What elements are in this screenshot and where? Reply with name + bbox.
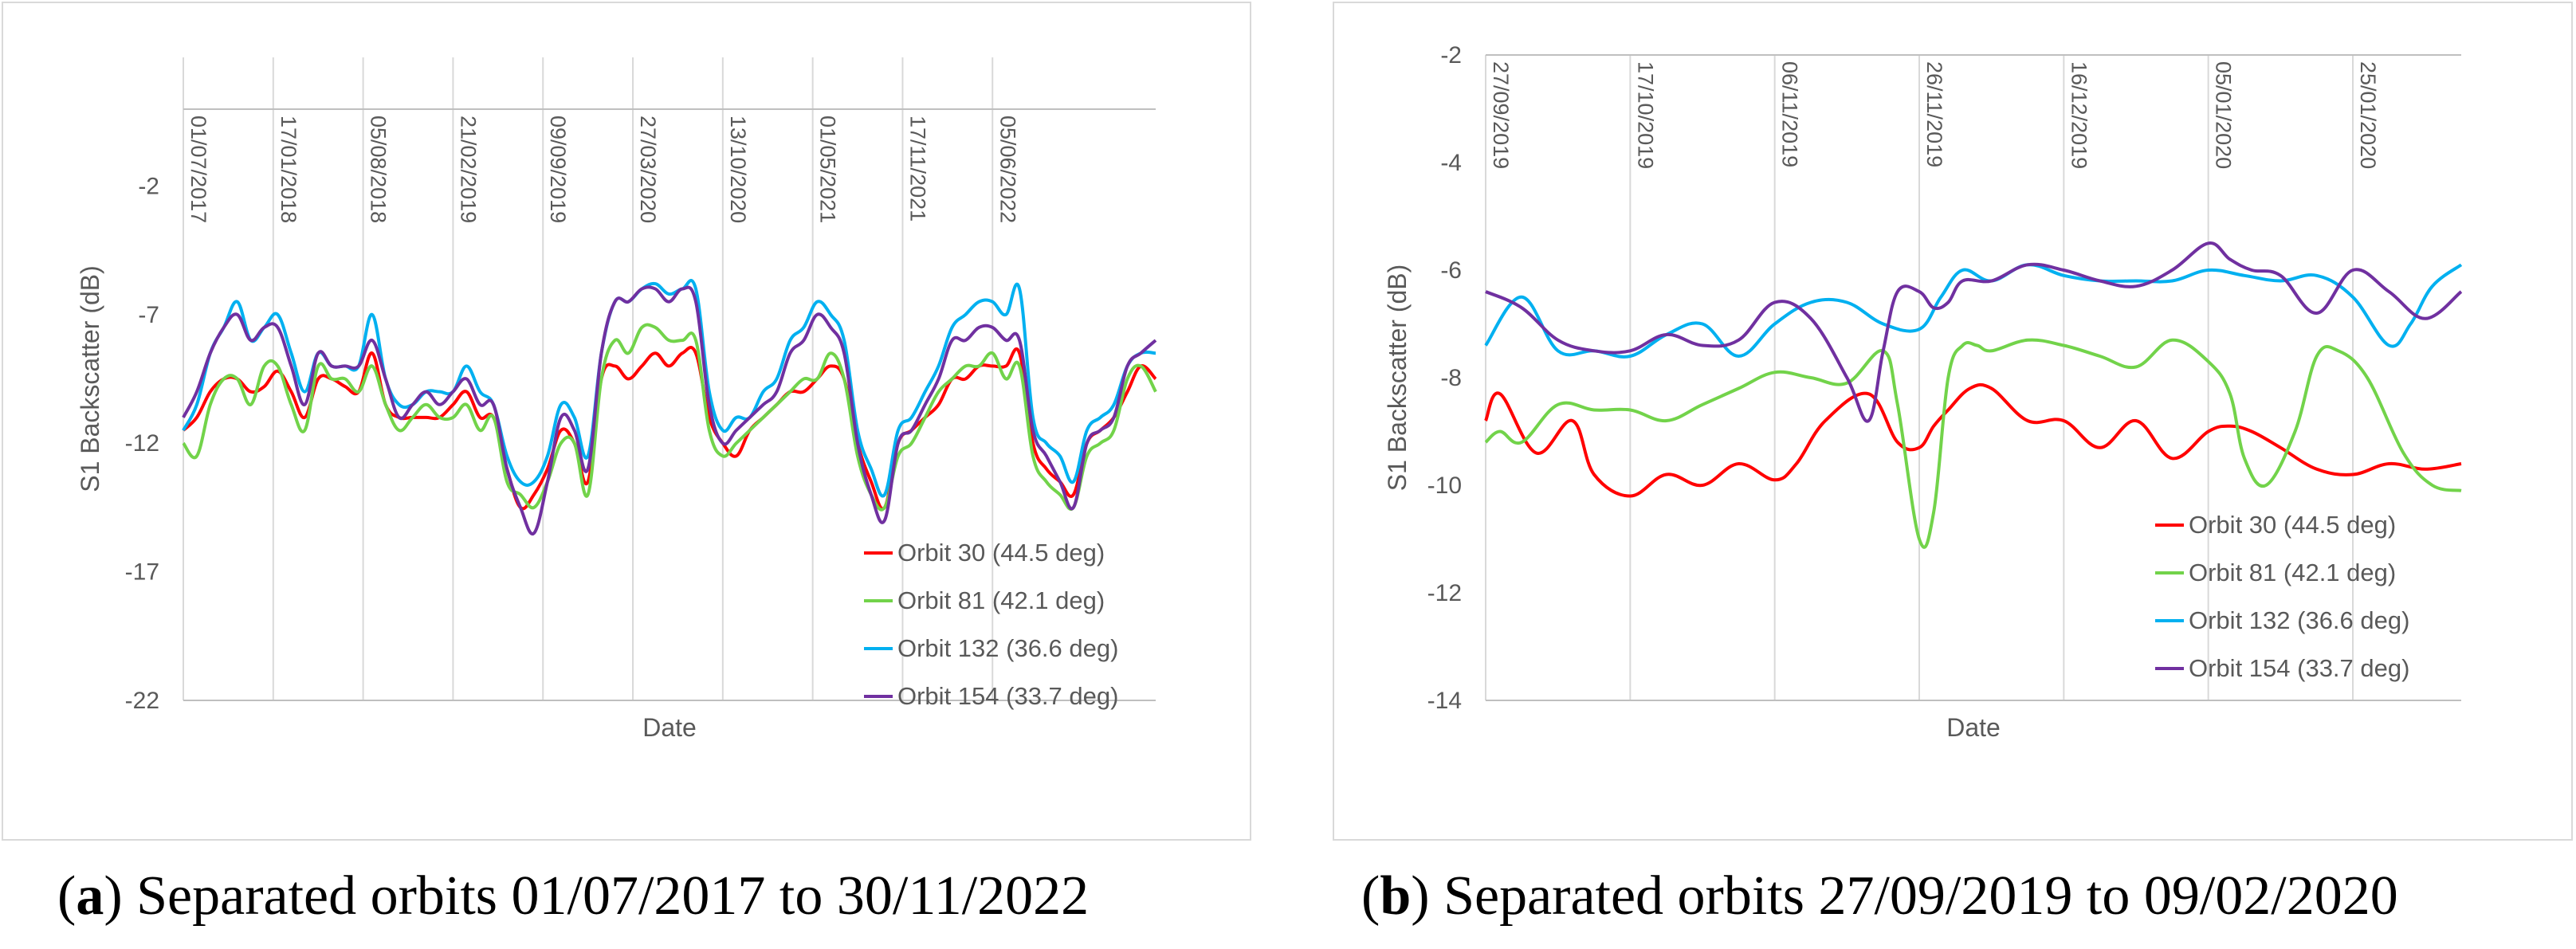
caption-b-text: Separated orbits 27/09/2019 to 09/02/202… [1443, 865, 2398, 927]
chart-b-ytick-label-6: -14 [1427, 688, 1462, 714]
chart-b-svg: -2 -4 -6 -8 -10 -12 -14 27/09/2019 17/10/2019 06/… [1383, 42, 2463, 742]
chart-a-series-line-0 [182, 346, 1157, 511]
chart-b-ytick-label-3: -8 [1440, 365, 1462, 391]
chart-b-xtick-label-5: 05/01/2020 [2212, 61, 2236, 169]
chart-a-series-line-2 [182, 279, 1156, 498]
chart-b-xtick-label-2: 06/11/2019 [1778, 61, 1802, 167]
caption-b-letter: b [1380, 865, 1412, 927]
chart-a-ytick-label-1: -7 [138, 302, 159, 328]
chart-a-series-3 [182, 285, 1157, 536]
chart-a-legend-label-3: Orbit 154 (33.7 deg) [897, 682, 1118, 710]
chart-b-y-axis-title: S1 Backscatter (dB) [1383, 265, 1412, 492]
chart-b-series-line-0 [1484, 382, 2462, 498]
chart-b-xtick-label-4: 16/12/2019 [2067, 61, 2091, 169]
chart-a-series-line-3 [182, 285, 1157, 536]
chart-a-xtick-label-2: 05/08/2018 [367, 116, 391, 223]
chart-a-xtick-label-6: 13/10/2020 [726, 116, 750, 223]
caption-a-text: Separated orbits 01/07/2017 to 30/11/202… [136, 865, 1090, 927]
chart-a-xtick-label-8: 17/11/2021 [905, 116, 929, 222]
chart-a-series-line-1 [182, 323, 1157, 512]
chart-panel-b: -2 -4 -6 -8 -10 -12 -14 27/09/2019 17/10/2019 06/… [1333, 2, 2573, 841]
chart-a-xtick-label-5: 27/03/2020 [636, 116, 660, 223]
chart-b-series-3 [1485, 241, 2463, 423]
chart-b-ytick-label-1: -4 [1440, 150, 1462, 176]
chart-b-legend-label-2: Orbit 132 (36.6 deg) [2189, 606, 2409, 634]
chart-a-legend-label-2: Orbit 132 (36.6 deg) [897, 634, 1118, 662]
chart-a-xtick-label-7: 01/05/2021 [816, 116, 840, 223]
chart-a-xtick-label-9: 05/06/2022 [995, 116, 1019, 223]
chart-a-y-axis-title: S1 Backscatter (dB) [76, 265, 104, 492]
caption-a-letter: a [76, 865, 104, 927]
chart-b-series-1 [1484, 338, 2462, 549]
chart-b-ytick-label-5: -12 [1427, 580, 1462, 606]
chart-a-x-axis-title: Date [642, 713, 697, 742]
chart-a-legend-label-1: Orbit 81 (42.1 deg) [897, 586, 1105, 614]
chart-a-series-1 [182, 323, 1157, 512]
chart-a-series-2 [182, 279, 1156, 498]
chart-b-ytick-label-0: -2 [1440, 42, 1462, 69]
chart-a-ytick-label-3: -17 [125, 559, 159, 586]
chart-b-xtick-label-6: 25/01/2020 [2356, 61, 2380, 169]
chart-b-ytick-label-4: -10 [1427, 473, 1462, 499]
chart-b-ytick-label-2: -6 [1440, 257, 1462, 284]
chart-b-x-axis-title: Date [1946, 713, 2001, 742]
chart-a-xtick-label-3: 21/02/2019 [456, 116, 480, 223]
chart-a-ytick-label-0: -2 [138, 173, 159, 199]
chart-b-series-line-2 [1484, 263, 2463, 359]
chart-b-series-line-3 [1485, 241, 2463, 423]
chart-a-legend-label-0: Orbit 30 (44.5 deg) [897, 539, 1105, 567]
chart-b-legend-label-3: Orbit 154 (33.7 deg) [2189, 654, 2409, 682]
chart-b-legend-label-0: Orbit 30 (44.5 deg) [2189, 511, 2396, 539]
caption-b: (b) Separated orbits 27/09/2019 to 09/02… [1361, 865, 2398, 927]
chart-a-xtick-label-1: 17/01/2018 [277, 116, 300, 223]
chart-a-xtick-label-0: 01/07/2017 [187, 116, 210, 223]
caption-a: (a) Separated orbits 01/07/2017 to 30/11… [57, 865, 1090, 927]
chart-a-ytick-label-4: -22 [125, 688, 159, 714]
chart-b-xtick-label-3: 26/11/2019 [1922, 61, 1946, 167]
chart-b-series-0 [1484, 382, 2462, 498]
chart-a-xtick-label-4: 09/09/2019 [546, 116, 570, 223]
chart-b-xtick-label-1: 17/10/2019 [1633, 61, 1657, 169]
chart-b-xtick-label-0: 27/09/2019 [1489, 61, 1513, 169]
chart-panel-a: -2 -7 -12 -17 -22 01/07/2017 17/01/2018 05/08/2… [2, 2, 1251, 841]
chart-b-legend-label-1: Orbit 81 (42.1 deg) [2189, 559, 2396, 586]
chart-a-ytick-label-2: -12 [125, 430, 159, 457]
chart-a-svg: -2 -7 -12 -17 -22 01/07/2017 17/01/2018 05/08/2… [76, 57, 1157, 742]
